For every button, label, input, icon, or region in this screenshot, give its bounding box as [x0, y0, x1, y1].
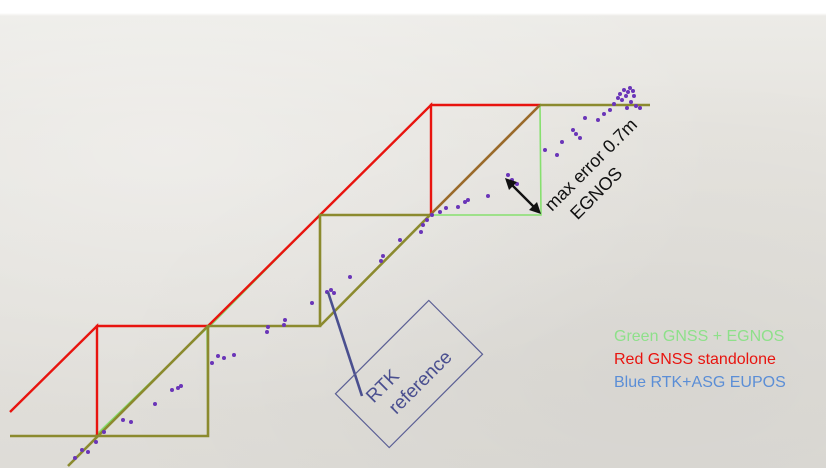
green-egnos-track	[94, 103, 542, 437]
paper-background	[0, 14, 826, 468]
max-error-arrow	[505, 178, 541, 214]
legend-item-green: Green GNSS + EGNOS	[614, 328, 785, 345]
olive-step-track	[10, 213, 430, 438]
red-standalone-track	[9, 102, 540, 436]
legend-item-red: Red GNSS standolone	[614, 351, 776, 368]
rtk-pointer-line	[326, 291, 364, 397]
rtk-reference-callout: RTK reference	[334, 299, 484, 449]
brown-diagonal-upper	[429, 104, 541, 216]
olive-diagonal-middle	[319, 214, 431, 327]
olive-diagonal-lower	[67, 325, 209, 467]
measurement-points	[73, 86, 642, 460]
max-error-annotation: max error 0.7m EGNOS	[541, 114, 641, 223]
legend: Green GNSS + EGNOS Red GNSS standolone B…	[614, 325, 826, 394]
rtk-callout-box	[334, 299, 484, 449]
legend-item-blue: Blue RTK+ASG EUPOS	[614, 374, 786, 391]
